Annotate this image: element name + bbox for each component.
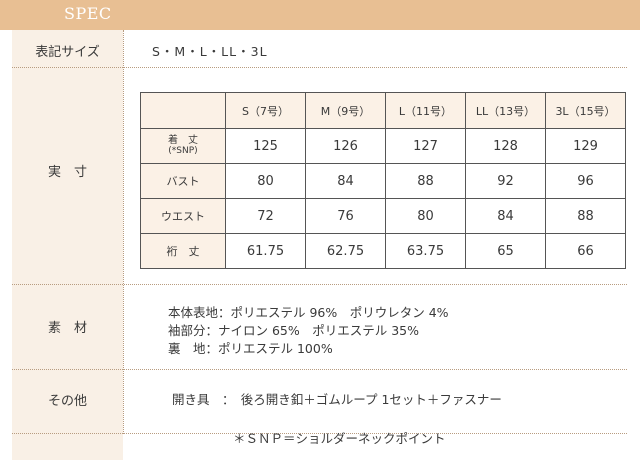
table-cell: 61.75 (225, 233, 306, 269)
measure-label: 実 寸 (47, 165, 87, 180)
footnote: ＊ＳＮＰ＝ショルダーネックポイント (233, 431, 446, 446)
table-row: ウエスト 72 76 80 84 88 (140, 198, 626, 234)
row-header-name: 着 丈 (168, 135, 198, 146)
table-row: 着 丈 (*SNP) 125 126 127 128 129 (140, 128, 626, 164)
column-header: 3L（15号） (545, 92, 626, 129)
table-cell: 88 (385, 163, 466, 199)
table-cell: 63.75 (385, 233, 466, 269)
material-label: 素 材 (47, 321, 87, 336)
table-cell: 84 (465, 198, 546, 234)
material-line: 本体表地：ポリエステル 96% ポリウレタン 4% (168, 305, 449, 320)
table-row: 裄 丈 61.75 62.75 63.75 65 66 (140, 233, 626, 269)
row-header-note: (*SNP) (168, 146, 198, 156)
table-cell: 72 (225, 198, 306, 234)
divider (12, 284, 627, 285)
column-divider (123, 30, 124, 434)
table-cell: 96 (545, 163, 626, 199)
table-cell: 92 (465, 163, 546, 199)
table-cell: 80 (385, 198, 466, 234)
table-header-row: S（7号） M（9号） L（11号） LL（13号） 3L（15号） (140, 92, 626, 129)
spec-header: SPEC (0, 0, 640, 30)
table-row: バスト 80 84 88 92 96 (140, 163, 626, 199)
table-cell: 84 (305, 163, 386, 199)
table-cell: 76 (305, 198, 386, 234)
table-cell: 126 (305, 128, 386, 164)
divider (12, 433, 627, 434)
table-corner (140, 92, 226, 129)
table-cell: 128 (465, 128, 546, 164)
column-header: LL（13号） (465, 92, 546, 129)
row-header: ウエスト (140, 198, 226, 234)
other-label: その他 (47, 394, 87, 409)
column-header: M（9号） (305, 92, 386, 129)
table-cell: 80 (225, 163, 306, 199)
material-line: 裏 地：ポリエステル 100% (168, 341, 333, 356)
table-cell: 88 (545, 198, 626, 234)
row-header: バスト (140, 163, 226, 199)
table-cell: 62.75 (305, 233, 386, 269)
row-header: 着 丈 (*SNP) (140, 128, 226, 164)
divider (12, 369, 627, 370)
row-header: 裄 丈 (140, 233, 226, 269)
size-table: S（7号） M（9号） L（11号） LL（13号） 3L（15号） 着 丈 (… (140, 92, 626, 269)
divider (12, 67, 627, 68)
table-cell: 66 (545, 233, 626, 269)
column-header: S（7号） (225, 92, 306, 129)
label-column (12, 30, 123, 460)
size-label: 表記サイズ (35, 45, 100, 60)
material-line: 袖部分：ナイロン 65% ポリエステル 35% (168, 323, 420, 338)
other-value: 開き具 ： 後ろ開き釦＋ゴムループ 1セット＋ファスナー (172, 392, 502, 407)
column-header: L（11号） (385, 92, 466, 129)
table-cell: 127 (385, 128, 466, 164)
size-value: S・M・L・LL・3L (152, 44, 268, 59)
spec-title: SPEC (64, 4, 112, 23)
table-cell: 65 (465, 233, 546, 269)
table-cell: 125 (225, 128, 306, 164)
table-cell: 129 (545, 128, 626, 164)
